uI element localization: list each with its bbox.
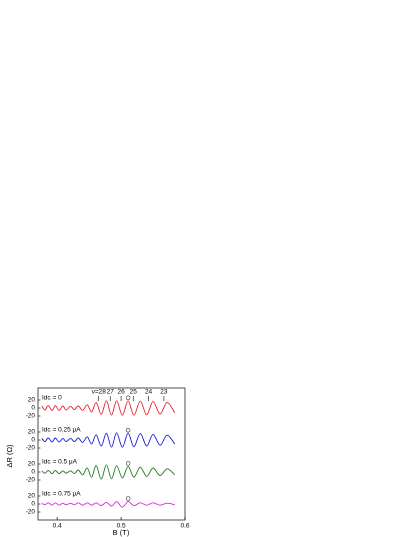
series-label: Idc = 0.75 μA xyxy=(42,491,81,498)
x-tick-label: 0.4 xyxy=(53,523,62,530)
series-label: Idc = 0.5 μA xyxy=(42,459,78,466)
series-label: Idc = 0.25 μA xyxy=(42,427,81,434)
y-tick-label: 0 xyxy=(31,405,35,412)
annotation: 26 xyxy=(117,389,125,396)
highlight-marker xyxy=(125,461,131,466)
highlight-marker xyxy=(125,395,131,401)
x-tick-label: 0.6 xyxy=(180,523,189,530)
series-line xyxy=(41,501,175,508)
y-tick-label: -20 xyxy=(26,445,36,452)
series-line xyxy=(41,432,176,448)
annotation: ν=28 xyxy=(92,389,107,396)
y-tick-label: 20 xyxy=(28,429,36,436)
y-tick-label: 20 xyxy=(28,397,36,404)
y-tick-label: -20 xyxy=(26,477,36,484)
y-tick-label: 0 xyxy=(31,469,35,476)
series-line xyxy=(41,400,176,416)
y-tick-label: 20 xyxy=(28,461,36,468)
y-tick-label: 20 xyxy=(28,493,36,500)
y-tick-label: 0 xyxy=(31,501,35,508)
y-tick-label: -20 xyxy=(26,413,36,420)
series-label: Idc = 0 xyxy=(42,395,62,402)
x-tick-label: 0.5 xyxy=(117,523,126,530)
y-tick-label: 0 xyxy=(31,437,35,444)
highlight-marker xyxy=(125,496,131,501)
highlight-marker xyxy=(125,427,131,433)
annotation: 23 xyxy=(160,389,168,396)
y-axis-title: ΔR (Ω) xyxy=(5,444,14,468)
annotation: 24 xyxy=(145,389,153,396)
annotation: 25 xyxy=(130,389,138,396)
series-line xyxy=(41,464,176,480)
x-axis-title: B (T) xyxy=(113,528,130,537)
y-tick-label: -20 xyxy=(26,509,36,516)
plot-frame xyxy=(37,387,186,521)
annotation: 27 xyxy=(107,389,115,396)
